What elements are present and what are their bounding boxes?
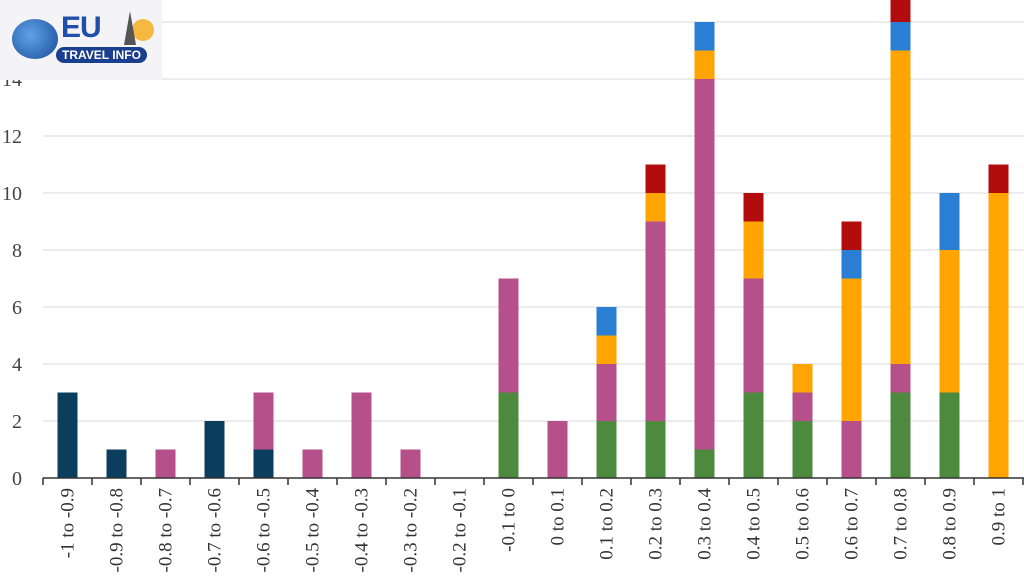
bar-segment — [841, 278, 862, 421]
bar-segment — [645, 421, 666, 478]
eu-travel-info-logo: EU TRAVEL INFO — [0, 0, 162, 80]
globe-icon — [12, 19, 58, 59]
bar-segment — [351, 392, 372, 478]
x-tick-label: 0.4 to 0.5 — [744, 488, 765, 560]
x-tick-label: 0.7 to 0.8 — [891, 488, 912, 560]
bar-segment — [988, 164, 1009, 193]
x-tick-label: 0.6 to 0.7 — [842, 488, 863, 560]
eiffel-tower-icon — [124, 11, 136, 45]
bar-segment — [988, 193, 1009, 478]
y-tick-label: 8 — [12, 240, 22, 262]
bar-segment — [694, 22, 715, 51]
y-tick-label: 4 — [12, 354, 22, 376]
x-tick-label: -0.5 to -0.4 — [303, 488, 324, 573]
bar-segment — [939, 193, 960, 250]
bar-segment — [890, 50, 911, 364]
x-tick-label: 0.8 to 0.9 — [940, 488, 961, 560]
bar-segment — [743, 221, 764, 279]
logo-text-main: EU — [61, 11, 102, 44]
bar-segment — [253, 449, 274, 478]
x-tick-label: -1 to -0.9 — [58, 488, 79, 558]
bar-segment — [253, 392, 274, 450]
x-tick-label: -0.7 to -0.6 — [205, 488, 226, 572]
bar-segment — [743, 278, 764, 393]
bar-segment — [547, 421, 568, 478]
bar-segment — [792, 364, 813, 393]
bar-segment — [645, 221, 666, 421]
x-tick-label: 0.5 to 0.6 — [793, 488, 814, 560]
bar-segment — [204, 421, 225, 478]
bar-segment — [792, 421, 813, 478]
bar-segment — [841, 250, 862, 279]
bar-segment — [890, 364, 911, 393]
bar-segment — [155, 449, 176, 478]
x-tick-label: -0.6 to -0.5 — [254, 488, 275, 572]
bar-segment — [498, 392, 519, 478]
bar-segment — [743, 392, 764, 478]
bar-segment — [939, 392, 960, 478]
bar-segment — [645, 193, 666, 222]
bar-segment — [939, 250, 960, 393]
y-tick-label: 12 — [2, 126, 22, 148]
x-tick-label: -0.4 to -0.3 — [352, 488, 373, 572]
x-tick-label: 0.2 to 0.3 — [646, 488, 667, 560]
bar-segment — [400, 449, 421, 478]
logo-text-sub: TRAVEL INFO — [56, 47, 147, 63]
bar-segment — [57, 392, 78, 478]
bar-segment — [694, 50, 715, 79]
bar-segment — [841, 221, 862, 250]
y-tick-label: 10 — [2, 183, 22, 205]
bar-segment — [106, 449, 127, 478]
x-tick-label: -0.9 to -0.8 — [107, 488, 128, 572]
x-tick-label: 0 to 0.1 — [548, 488, 569, 546]
x-tick-label: -0.8 to -0.7 — [156, 488, 177, 572]
bar-segment — [694, 79, 715, 450]
bar-segment — [841, 421, 862, 478]
bar-segment — [596, 307, 617, 336]
x-tick-label: -0.2 to -0.1 — [450, 488, 471, 572]
sun-icon — [132, 19, 154, 41]
bar-segment — [596, 364, 617, 421]
bar-segment — [694, 449, 715, 478]
bar-segment — [596, 335, 617, 364]
y-tick-label: 0 — [12, 468, 22, 490]
y-tick-label: 6 — [12, 297, 22, 319]
bar-segment — [890, 0, 911, 22]
x-tick-label: 0.1 to 0.2 — [597, 488, 618, 560]
y-tick-label: 2 — [12, 411, 22, 433]
bar-segment — [743, 193, 764, 222]
bar-segment — [302, 449, 323, 478]
x-tick-label: -0.1 to 0 — [499, 488, 520, 552]
bar-segment — [596, 421, 617, 478]
bar-segment — [645, 164, 666, 193]
x-tick-label: -0.3 to -0.2 — [401, 488, 422, 572]
x-tick-label: 0.9 to 1 — [989, 488, 1010, 546]
bar-segment — [890, 392, 911, 478]
bar-segment — [890, 22, 911, 51]
bar-segment — [792, 392, 813, 421]
bar-segment — [498, 278, 519, 393]
x-tick-label: 0.3 to 0.4 — [695, 488, 716, 560]
